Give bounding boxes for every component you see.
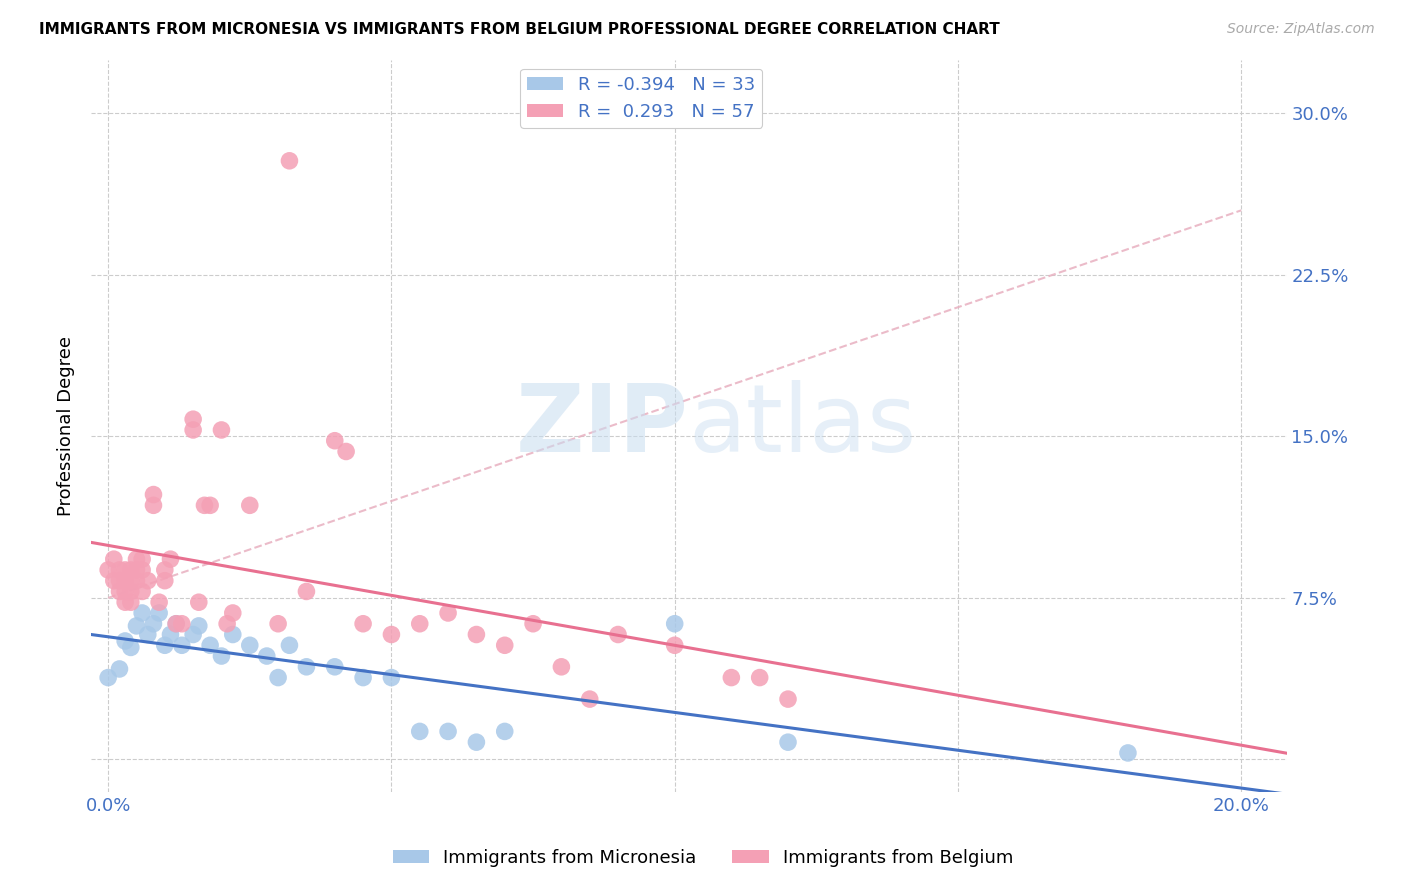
Point xyxy=(125,552,148,566)
Point xyxy=(114,584,136,599)
Point xyxy=(165,616,187,631)
Point xyxy=(256,648,278,663)
Point xyxy=(120,574,142,588)
Point xyxy=(550,660,572,674)
Point xyxy=(217,616,239,631)
Point xyxy=(664,638,686,652)
Point xyxy=(267,616,290,631)
Point xyxy=(380,671,402,685)
Point xyxy=(159,552,181,566)
Point xyxy=(136,627,159,641)
Point xyxy=(142,616,165,631)
Point xyxy=(295,584,318,599)
Point xyxy=(148,606,170,620)
Point xyxy=(607,627,630,641)
Y-axis label: Professional Degree: Professional Degree xyxy=(58,335,75,516)
Point xyxy=(108,563,131,577)
Point xyxy=(409,724,432,739)
Point xyxy=(125,563,148,577)
Point xyxy=(108,574,131,588)
Point xyxy=(278,153,301,168)
Point xyxy=(409,616,432,631)
Text: atlas: atlas xyxy=(689,380,917,472)
Point xyxy=(380,627,402,641)
Point xyxy=(181,627,204,641)
Point xyxy=(494,638,516,652)
Point xyxy=(465,735,488,749)
Point xyxy=(131,563,153,577)
Point xyxy=(748,671,770,685)
Point xyxy=(181,423,204,437)
Point xyxy=(776,692,799,706)
Point xyxy=(664,616,686,631)
Point xyxy=(437,724,460,739)
Point xyxy=(103,552,125,566)
Point xyxy=(181,412,204,426)
Point xyxy=(120,563,142,577)
Point xyxy=(114,574,136,588)
Point xyxy=(170,638,193,652)
Point xyxy=(187,595,209,609)
Point xyxy=(193,499,215,513)
Point xyxy=(211,423,233,437)
Point xyxy=(108,584,131,599)
Point xyxy=(335,444,357,458)
Point xyxy=(131,584,153,599)
Text: Source: ZipAtlas.com: Source: ZipAtlas.com xyxy=(1227,22,1375,37)
Point xyxy=(120,595,142,609)
Point xyxy=(108,662,131,676)
Point xyxy=(198,638,221,652)
Point xyxy=(131,606,153,620)
Point xyxy=(114,634,136,648)
Point xyxy=(153,563,176,577)
Point xyxy=(222,606,245,620)
Point xyxy=(522,616,544,631)
Point xyxy=(153,638,176,652)
Point xyxy=(142,487,165,501)
Point xyxy=(578,692,600,706)
Point xyxy=(165,616,187,631)
Point xyxy=(159,627,181,641)
Point xyxy=(131,552,153,566)
Text: ZIP: ZIP xyxy=(516,380,689,472)
Legend: R = -0.394   N = 33, R =  0.293   N = 57: R = -0.394 N = 33, R = 0.293 N = 57 xyxy=(520,69,762,128)
Point xyxy=(142,499,165,513)
Point xyxy=(97,671,120,685)
Point xyxy=(494,724,516,739)
Point xyxy=(114,595,136,609)
Point xyxy=(222,627,245,641)
Point xyxy=(198,499,221,513)
Point xyxy=(1116,746,1139,760)
Point xyxy=(153,574,176,588)
Point xyxy=(776,735,799,749)
Point xyxy=(323,434,346,448)
Point xyxy=(120,584,142,599)
Point xyxy=(120,640,142,655)
Point xyxy=(125,619,148,633)
Point xyxy=(437,606,460,620)
Point xyxy=(114,563,136,577)
Point xyxy=(239,499,262,513)
Point xyxy=(125,574,148,588)
Point xyxy=(136,574,159,588)
Point xyxy=(267,671,290,685)
Point xyxy=(720,671,742,685)
Point xyxy=(211,648,233,663)
Point xyxy=(170,616,193,631)
Point xyxy=(352,616,374,631)
Point xyxy=(239,638,262,652)
Point xyxy=(103,574,125,588)
Point xyxy=(278,638,301,652)
Point xyxy=(352,671,374,685)
Legend: Immigrants from Micronesia, Immigrants from Belgium: Immigrants from Micronesia, Immigrants f… xyxy=(385,842,1021,874)
Text: IMMIGRANTS FROM MICRONESIA VS IMMIGRANTS FROM BELGIUM PROFESSIONAL DEGREE CORREL: IMMIGRANTS FROM MICRONESIA VS IMMIGRANTS… xyxy=(39,22,1000,37)
Point xyxy=(97,563,120,577)
Point xyxy=(187,619,209,633)
Point xyxy=(148,595,170,609)
Point xyxy=(323,660,346,674)
Point xyxy=(465,627,488,641)
Point xyxy=(295,660,318,674)
